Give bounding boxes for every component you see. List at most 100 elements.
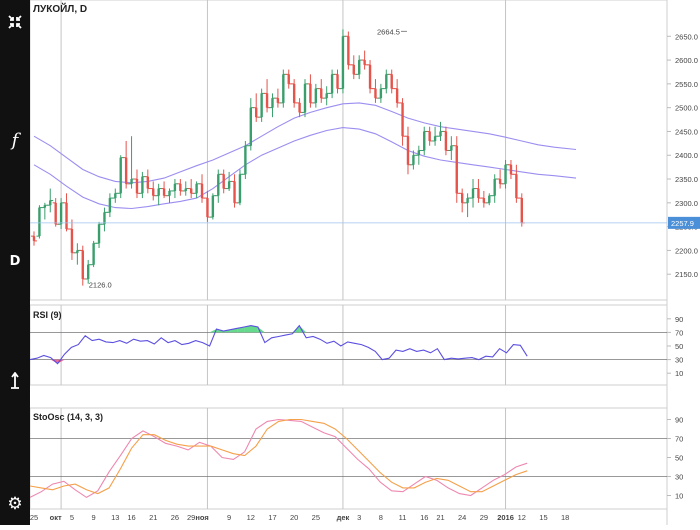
rsi-tick-label: 50 xyxy=(675,342,683,351)
candle-body xyxy=(417,150,421,156)
candle-body xyxy=(43,205,47,208)
price-tick-label: 2300.0 xyxy=(675,199,698,208)
candle-body xyxy=(368,64,372,89)
x-axis-label: окт xyxy=(50,513,62,522)
rsi-tick-label: 90 xyxy=(675,315,683,324)
candle-body xyxy=(477,188,480,199)
candle-body xyxy=(303,83,307,113)
price-tick-label: 2550.0 xyxy=(675,80,698,89)
stoosc-series-line-K xyxy=(29,418,528,499)
candle-body xyxy=(108,198,112,213)
candle-body xyxy=(179,183,182,191)
candle-body xyxy=(114,193,117,199)
candle-body xyxy=(97,224,101,244)
candle-body xyxy=(385,74,388,89)
fullscreen-icon[interactable] xyxy=(0,12,30,32)
x-axis-label: 3 xyxy=(357,513,361,522)
candle-body xyxy=(282,74,285,103)
rsi-overbought-fill xyxy=(299,325,307,333)
x-axis-label: 21 xyxy=(436,513,444,522)
candle-body xyxy=(493,179,496,196)
candle-body xyxy=(206,198,209,218)
candle-body xyxy=(363,60,366,65)
rsi-oversold-fill xyxy=(50,359,58,364)
candle-body xyxy=(504,164,507,184)
candle-body xyxy=(260,93,263,118)
x-axis-label: 16 xyxy=(127,513,135,522)
candle-body xyxy=(439,131,442,137)
candle-body xyxy=(135,179,139,194)
x-axis-label: 8 xyxy=(379,513,383,522)
candle-body xyxy=(92,243,95,265)
stoosc-series-line-D xyxy=(29,418,528,495)
stoosc-tick-label: 50 xyxy=(675,454,683,463)
candle-body xyxy=(65,202,68,229)
candle-body xyxy=(81,250,84,279)
candle-body xyxy=(157,188,160,196)
candle-body xyxy=(466,198,469,203)
candle-body xyxy=(271,98,274,108)
x-axis-label: 25 xyxy=(312,513,320,522)
candle-body xyxy=(76,250,79,253)
stoosc-title: StoOsc (14, 3, 3) xyxy=(33,412,103,422)
price-tick-label: 2600.0 xyxy=(675,56,698,65)
candle-body xyxy=(38,207,41,237)
candle-body xyxy=(233,181,236,203)
candle-body xyxy=(103,212,106,225)
rsi-pane-frame xyxy=(29,304,668,386)
rsi-overbought-fill xyxy=(230,328,238,333)
candle-body xyxy=(341,36,345,89)
candle-body xyxy=(276,98,280,103)
candle-body xyxy=(395,88,399,103)
rsi-tick-label: 10 xyxy=(675,369,683,378)
candle-body xyxy=(509,164,513,175)
candle-body xyxy=(515,174,518,199)
ma-band-upper xyxy=(33,102,577,184)
candle-body xyxy=(347,36,350,65)
candle-body xyxy=(130,179,133,184)
candle-body xyxy=(244,145,247,175)
x-axis-label: 20 xyxy=(290,513,298,522)
candle-body xyxy=(433,136,437,141)
candle-body xyxy=(352,64,355,75)
current-price-label: 2257.9 xyxy=(671,219,694,228)
x-axis-label: 5 xyxy=(70,513,74,522)
x-axis-label: 2016 xyxy=(497,513,514,522)
candle-body xyxy=(292,83,296,103)
candle-body xyxy=(222,174,225,189)
x-axis-label: 18 xyxy=(561,513,569,522)
stoosc-tick-label: 30 xyxy=(675,473,683,482)
candle-body xyxy=(189,188,193,194)
candle-body xyxy=(374,88,377,99)
x-axis-label: 9 xyxy=(92,513,96,522)
candle-body xyxy=(184,188,187,191)
candle-body xyxy=(298,102,301,113)
ma-band-lower xyxy=(33,127,577,210)
x-axis-label: 29 xyxy=(187,513,195,522)
rsi-overbought-fill xyxy=(244,325,251,333)
period-button[interactable]: D xyxy=(9,254,21,269)
stoosc-tick-label: 70 xyxy=(675,435,683,444)
drawing-tool-icon[interactable] xyxy=(0,371,30,390)
rsi-series-line-value xyxy=(29,324,528,365)
candle-body xyxy=(520,198,523,223)
candle-body xyxy=(314,88,318,103)
rsi-overbought-fill xyxy=(209,329,217,333)
x-axis-label: 25 xyxy=(30,513,38,522)
gear-icon[interactable]: ⚙ xyxy=(7,494,23,514)
candle-body xyxy=(168,190,171,196)
x-axis-label: 12 xyxy=(247,513,255,522)
x-axis-label: 26 xyxy=(171,513,179,522)
candle-body xyxy=(406,136,410,165)
candle-body xyxy=(482,198,486,203)
toolbar-sidebar: f D ⚙ xyxy=(0,0,30,525)
candle-body xyxy=(119,157,122,194)
indicators-button[interactable]: f xyxy=(11,130,19,151)
candle-body xyxy=(309,83,312,103)
candle-body xyxy=(255,107,258,118)
candle-body xyxy=(173,183,177,191)
candle-body xyxy=(54,202,57,225)
x-axis-label: дек xyxy=(337,513,350,522)
rsi-title: RSI (9) xyxy=(33,310,62,320)
